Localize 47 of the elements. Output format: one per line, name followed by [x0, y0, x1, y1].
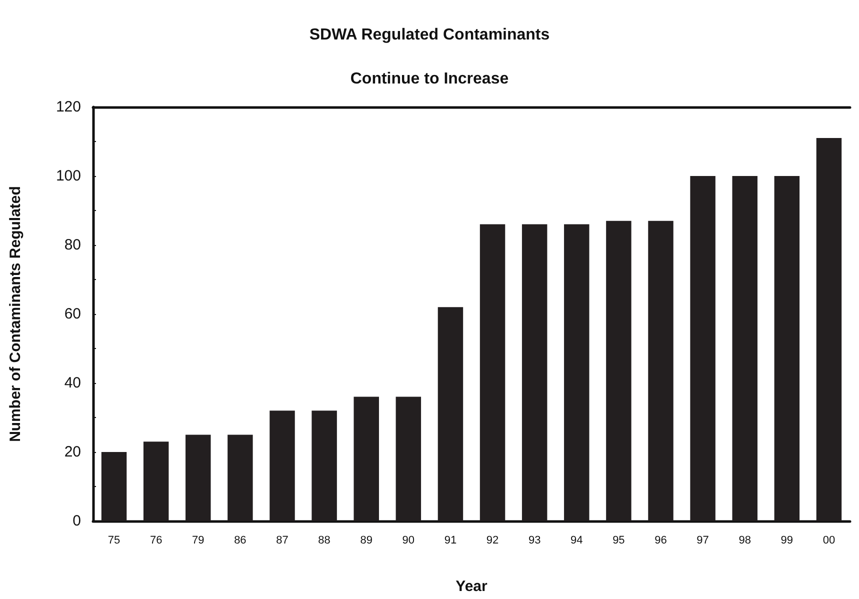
bar — [143, 442, 169, 521]
bar — [480, 224, 506, 521]
bar — [648, 220, 674, 521]
bar — [816, 138, 842, 521]
bar — [606, 220, 632, 521]
x-tick-label: 79 — [192, 534, 204, 546]
bar — [312, 410, 337, 521]
x-tick-label: 94 — [570, 534, 583, 546]
y-tick-label: 40 — [64, 374, 81, 392]
x-tick-label: 90 — [402, 534, 415, 546]
x-tick-label: 86 — [234, 534, 246, 546]
chart-title: SDWA Regulated Contaminants — [309, 26, 550, 44]
bar — [101, 452, 127, 521]
y-tick-label: 80 — [64, 236, 81, 254]
x-tick-label: 95 — [612, 534, 625, 546]
y-tick-label: 120 — [56, 98, 81, 116]
x-tick-label: 98 — [738, 534, 751, 546]
x-tick-label: 97 — [696, 534, 709, 546]
y-tick-label: 100 — [56, 168, 81, 184]
y-axis-title: Number of Contaminants Regulated — [7, 186, 24, 442]
bar — [270, 410, 295, 521]
bar — [396, 396, 422, 521]
x-tick-label: 93 — [528, 534, 541, 546]
bar — [732, 176, 758, 521]
x-tick-label: 76 — [150, 534, 162, 546]
x-tick-label: 75 — [108, 534, 120, 546]
bar — [564, 224, 590, 521]
y-tick-label: 20 — [64, 444, 81, 460]
bar — [354, 396, 379, 521]
x-axis-title: Year — [456, 578, 488, 595]
bar — [186, 434, 211, 521]
chart-subtitle: Continue to Increase — [350, 70, 509, 88]
x-tick-label: 96 — [654, 534, 667, 546]
bar — [522, 224, 548, 521]
x-tick-label: 00 — [822, 534, 836, 546]
x-tick-label: 89 — [360, 534, 372, 546]
x-tick-label: 92 — [486, 534, 499, 546]
bar — [438, 307, 464, 521]
y-tick-label: 0 — [72, 512, 81, 530]
bar — [774, 176, 800, 521]
y-tick-label: 60 — [64, 306, 81, 322]
x-tick-label: 87 — [276, 534, 288, 546]
x-tick-label: 99 — [780, 534, 794, 546]
x-tick-label: 88 — [318, 534, 330, 546]
bar — [228, 434, 253, 521]
x-tick-label: 91 — [444, 534, 457, 546]
bar — [690, 176, 716, 521]
